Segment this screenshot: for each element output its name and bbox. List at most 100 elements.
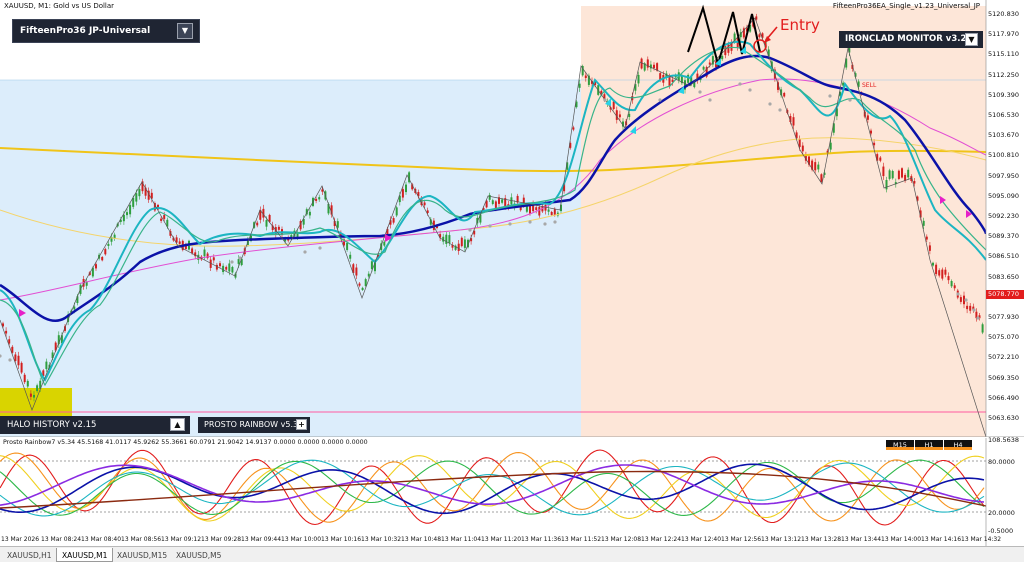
- candle-body: [832, 123, 835, 133]
- candle-body: [429, 219, 432, 225]
- grey-dot: [828, 94, 832, 98]
- candle-body: [95, 264, 97, 269]
- chart-tab-xauusd-m1[interactable]: XAUUSD,M1: [56, 548, 114, 562]
- candle-body: [603, 94, 606, 101]
- candle-body: [535, 207, 538, 210]
- time-axis-label: 13 Mar 13:44: [841, 536, 882, 543]
- candle-body: [377, 254, 380, 258]
- candle-body: [749, 24, 752, 32]
- timeframe-button-h4[interactable]: H4: [944, 440, 972, 450]
- candle-body: [153, 203, 156, 211]
- grey-dot: [8, 358, 12, 362]
- candle-body: [711, 56, 714, 65]
- candle-body: [23, 374, 26, 383]
- sell-label: SELL: [862, 82, 877, 89]
- candle-body: [516, 195, 519, 203]
- chart-tab-xauusd-m15[interactable]: XAUUSD,M15: [117, 551, 168, 560]
- candle-body: [54, 342, 57, 351]
- candle-body: [346, 243, 349, 250]
- candle-body: [349, 254, 352, 259]
- candle-body: [445, 234, 448, 244]
- oscillator-line: [0, 459, 985, 516]
- candle-body: [950, 281, 953, 287]
- candle-body: [296, 231, 299, 237]
- candle-body: [33, 394, 35, 398]
- candle-body: [380, 243, 383, 251]
- candle-body: [643, 63, 646, 71]
- candle-body: [894, 182, 897, 185]
- candle-body: [222, 265, 225, 273]
- time-axis-label: 13 Mar 09:12: [161, 536, 202, 543]
- candle-body: [947, 276, 950, 281]
- candle-body: [913, 181, 916, 184]
- candle-body: [45, 361, 48, 370]
- main-blue-ma: [0, 54, 988, 322]
- chart-tab-xauusd-m5[interactable]: XAUUSD,M5: [176, 551, 222, 560]
- ironclad-dropdown-button[interactable]: ▼: [965, 33, 978, 46]
- price-axis-label: 5095.090: [988, 191, 1020, 200]
- candle-body: [842, 82, 845, 86]
- candle-body: [129, 205, 132, 215]
- candle-body: [476, 217, 479, 224]
- timeframe-button-m15[interactable]: M15: [886, 440, 914, 450]
- candle-body: [538, 206, 541, 216]
- candle-body: [659, 73, 662, 81]
- candle-body: [808, 156, 810, 165]
- candle-body: [519, 205, 522, 211]
- oscillator-line: [0, 452, 985, 523]
- slow-yellow-ma: [0, 147, 987, 173]
- chart-tab-xauusd-h1[interactable]: XAUUSD,H1: [7, 551, 52, 560]
- prosto-rainbow-panel[interactable]: PROSTO RAINBOW v5.34 +: [198, 417, 310, 433]
- candle-body: [981, 324, 984, 333]
- candle-body: [755, 16, 758, 20]
- candle-body: [439, 234, 442, 238]
- candle-body: [144, 187, 147, 196]
- candle-body: [2, 323, 4, 327]
- candle-body: [206, 253, 209, 259]
- time-axis-label: 13 Mar 09:28: [201, 536, 242, 543]
- candle-body: [352, 264, 355, 273]
- candle-body: [928, 245, 931, 251]
- entry-label: Entry: [780, 16, 820, 34]
- candle-body: [265, 220, 268, 227]
- candle-body: [442, 236, 445, 242]
- candle-body: [801, 145, 804, 152]
- halo-history-panel[interactable]: HALO HISTORY v2.15 ▲: [0, 416, 190, 434]
- candle-body: [284, 238, 287, 242]
- prosto-toggle-button[interactable]: +: [296, 419, 307, 430]
- candle-body: [727, 44, 730, 53]
- candle-body: [705, 67, 708, 77]
- grey-dot: [543, 222, 547, 226]
- candle-body: [572, 127, 575, 130]
- ironclad-monitor-panel[interactable]: IRONCLAD MONITOR v3.26 ▼: [839, 31, 983, 48]
- candle-body: [191, 248, 194, 254]
- time-axis-label: 13 Mar 08:56: [121, 536, 162, 543]
- price-chart[interactable]: [0, 0, 1024, 437]
- candle-body: [135, 193, 138, 202]
- candle-body: [448, 235, 451, 243]
- candle-body: [919, 210, 922, 218]
- grey-dot: [528, 220, 532, 224]
- candle-body: [150, 192, 153, 199]
- candle-body: [693, 82, 696, 88]
- candle-body: [132, 197, 135, 207]
- price-axis-label: 5106.530: [988, 111, 1020, 119]
- blue-session-zone: [0, 80, 581, 437]
- candle-body: [175, 237, 178, 243]
- candle-body: [184, 243, 187, 249]
- timeframe-button-h1[interactable]: H1: [915, 440, 943, 450]
- candle-body: [591, 81, 593, 84]
- candle-body: [8, 339, 11, 344]
- candle-body: [259, 210, 262, 220]
- candle-body: [835, 108, 838, 117]
- halo-toggle-button[interactable]: ▲: [170, 418, 185, 431]
- candle-body: [60, 335, 63, 344]
- fifteenpro-panel[interactable]: FifteenPro36 JP-Universal ▼: [12, 19, 200, 43]
- candle-body: [876, 154, 879, 161]
- candle-body: [463, 239, 466, 248]
- fifteenpro-dropdown-button[interactable]: ▼: [177, 23, 193, 39]
- candle-body: [358, 283, 361, 286]
- candle-body: [64, 326, 66, 331]
- grey-dot: [508, 222, 512, 226]
- rainbow-oscillator-chart[interactable]: [0, 438, 1024, 546]
